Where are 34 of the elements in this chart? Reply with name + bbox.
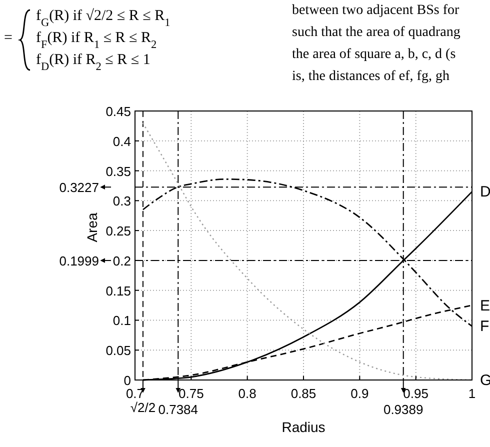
text: f$_{F}$(R) if R$_{1}$ ≤ R ≤ R$_{2}$	[36, 30, 157, 51]
x-tick-label: 1	[468, 386, 476, 401]
y-axis-title: Area	[84, 212, 100, 242]
y-tick-label: 0.25	[106, 224, 131, 239]
y-tick-label: 0.05	[106, 343, 131, 358]
y-tick-label: 0.45	[106, 104, 131, 119]
y-tick-label: 0	[124, 373, 131, 388]
x-tick-label: 0.8	[238, 386, 256, 401]
text: =	[4, 30, 12, 46]
series-label: D	[480, 184, 490, 201]
y-tick-label: 0.35	[106, 164, 131, 179]
ref-line-label: √2/2	[130, 400, 156, 415]
ref-line-label: 0.7384	[158, 402, 198, 417]
x-tick-label: 0.75	[178, 386, 204, 401]
y-tick-label: 0.1	[112, 313, 131, 328]
y-tick-label: 0.2	[112, 253, 131, 268]
y-tick-label: 0.3	[112, 194, 131, 209]
x-tick-label: 0.95	[403, 386, 428, 401]
x-tick-label: 0.9	[350, 386, 369, 401]
text: is, the distances of ef, fg, gh	[292, 69, 450, 84]
text: f$_{G}$(R) if √2/2 ≤ R ≤ R$_{1}$	[36, 8, 170, 29]
x-tick-label: 0.85	[290, 386, 316, 401]
ref-line-label: 0.1999	[59, 254, 99, 269]
text: f$_{D}$(R) if R$_{2}$ ≤ R ≤ 1	[36, 52, 150, 73]
x-axis-title: Radius	[282, 419, 326, 435]
text: such that the area of quadrang	[292, 25, 460, 40]
y-tick-label: 0.15	[106, 283, 131, 298]
series-label: F	[480, 318, 490, 336]
text: the area of square a, b, c, d (s	[292, 47, 456, 62]
text: between two adjacent BSs for	[292, 3, 460, 18]
series-label: E	[480, 297, 490, 314]
y-tick-label: 0.4	[112, 134, 131, 149]
ref-line-label: 0.9389	[383, 402, 424, 417]
ref-line-label: 0.3227	[59, 180, 99, 196]
